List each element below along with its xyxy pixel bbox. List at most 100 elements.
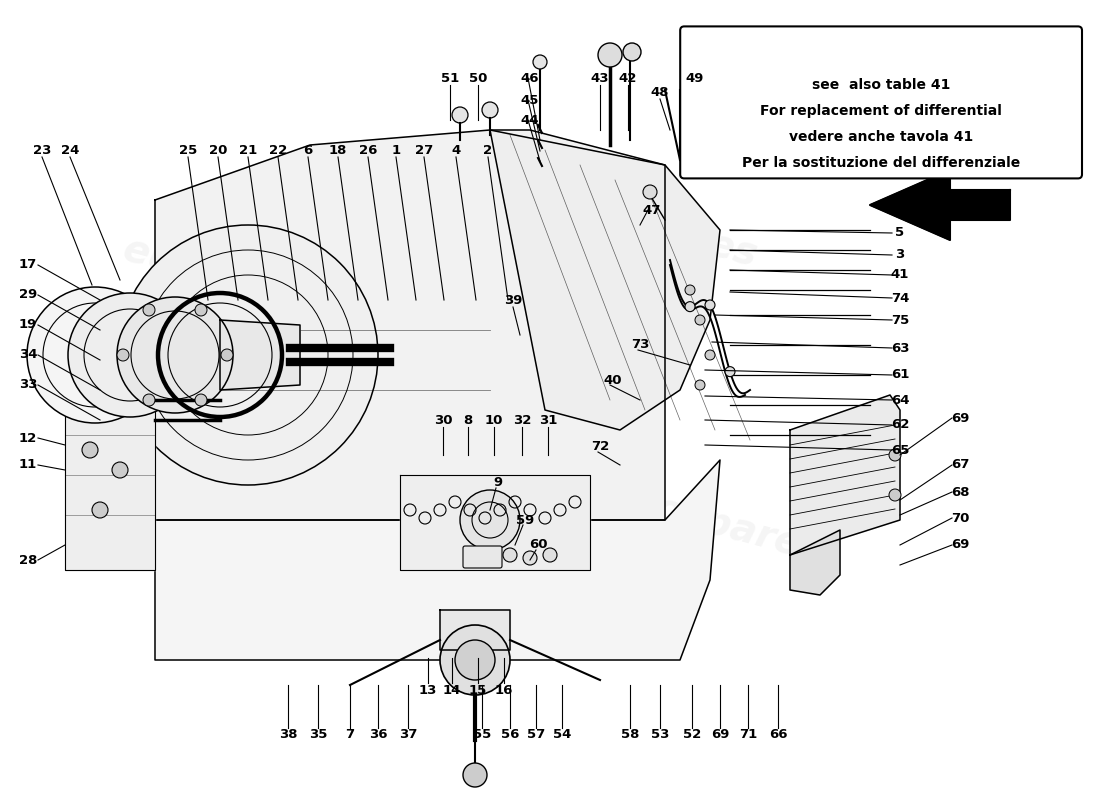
Polygon shape xyxy=(440,610,510,650)
Circle shape xyxy=(644,185,657,199)
Text: 18: 18 xyxy=(329,143,348,157)
Circle shape xyxy=(195,394,207,406)
Text: For replacement of differential: For replacement of differential xyxy=(760,104,1002,118)
Text: 3: 3 xyxy=(895,249,904,262)
Text: 63: 63 xyxy=(891,342,910,354)
Text: 43: 43 xyxy=(591,71,609,85)
Text: 48: 48 xyxy=(651,86,669,98)
Text: vedere anche tavola 41: vedere anche tavola 41 xyxy=(789,130,974,144)
Text: 51: 51 xyxy=(441,71,459,85)
Circle shape xyxy=(221,349,233,361)
Circle shape xyxy=(598,43,622,67)
Circle shape xyxy=(68,293,192,417)
Circle shape xyxy=(117,297,233,413)
Text: 8: 8 xyxy=(463,414,473,426)
Text: see  also table 41: see also table 41 xyxy=(812,78,950,92)
Text: Per la sostituzione del differenziale: Per la sostituzione del differenziale xyxy=(742,157,1020,170)
Text: 29: 29 xyxy=(19,289,37,302)
Text: 57: 57 xyxy=(527,729,546,742)
Circle shape xyxy=(685,302,695,312)
Text: 39: 39 xyxy=(504,294,522,306)
Circle shape xyxy=(543,548,557,562)
Polygon shape xyxy=(490,130,720,430)
Text: 36: 36 xyxy=(368,729,387,742)
Text: 23: 23 xyxy=(33,143,52,157)
Circle shape xyxy=(705,300,715,310)
Circle shape xyxy=(705,350,715,360)
Text: 71: 71 xyxy=(739,729,757,742)
Circle shape xyxy=(143,304,155,316)
Text: 68: 68 xyxy=(950,486,969,498)
Text: 17: 17 xyxy=(19,258,37,271)
Circle shape xyxy=(889,449,901,461)
Text: 13: 13 xyxy=(419,683,437,697)
Polygon shape xyxy=(65,410,155,570)
Text: eurospares: eurospares xyxy=(581,470,827,570)
Text: 31: 31 xyxy=(539,414,558,426)
Text: 28: 28 xyxy=(19,554,37,566)
Text: 69: 69 xyxy=(950,411,969,425)
Text: 55: 55 xyxy=(473,729,491,742)
Circle shape xyxy=(685,285,695,295)
Text: 22: 22 xyxy=(268,143,287,157)
Circle shape xyxy=(143,394,155,406)
Text: 12: 12 xyxy=(19,431,37,445)
Text: 37: 37 xyxy=(399,729,417,742)
Polygon shape xyxy=(790,395,900,555)
Text: 24: 24 xyxy=(60,143,79,157)
Circle shape xyxy=(534,55,547,69)
Circle shape xyxy=(482,102,498,118)
Text: 5: 5 xyxy=(895,226,904,239)
Text: 27: 27 xyxy=(415,143,433,157)
Circle shape xyxy=(695,315,705,325)
Text: 69: 69 xyxy=(950,538,969,551)
Circle shape xyxy=(92,502,108,518)
Text: 52: 52 xyxy=(683,729,701,742)
Text: 15: 15 xyxy=(469,683,487,697)
Text: 61: 61 xyxy=(891,369,910,382)
Text: 66: 66 xyxy=(769,729,788,742)
Text: 67: 67 xyxy=(950,458,969,471)
Text: 16: 16 xyxy=(495,683,514,697)
Circle shape xyxy=(522,551,537,565)
Text: 30: 30 xyxy=(433,414,452,426)
Circle shape xyxy=(112,462,128,478)
Text: 54: 54 xyxy=(553,729,571,742)
Text: 14: 14 xyxy=(443,683,461,697)
Text: 41: 41 xyxy=(891,269,910,282)
Text: 7: 7 xyxy=(345,729,354,742)
Text: 49: 49 xyxy=(685,71,704,85)
Polygon shape xyxy=(870,170,1010,240)
Circle shape xyxy=(889,489,901,501)
Text: 2: 2 xyxy=(483,143,493,157)
Polygon shape xyxy=(400,475,590,570)
Text: 58: 58 xyxy=(620,729,639,742)
Text: 9: 9 xyxy=(494,475,503,489)
Text: 35: 35 xyxy=(309,729,327,742)
Text: eurospares: eurospares xyxy=(515,174,761,274)
Circle shape xyxy=(28,287,163,423)
Text: 59: 59 xyxy=(516,514,535,526)
Text: 70: 70 xyxy=(950,511,969,525)
Text: 50: 50 xyxy=(469,71,487,85)
Circle shape xyxy=(695,380,705,390)
Circle shape xyxy=(118,225,378,485)
Polygon shape xyxy=(155,130,666,520)
Text: 69: 69 xyxy=(711,729,729,742)
Text: eurospares: eurospares xyxy=(119,230,365,330)
Text: 45: 45 xyxy=(520,94,539,106)
Text: 4: 4 xyxy=(451,143,461,157)
Text: 19: 19 xyxy=(19,318,37,331)
Text: 42: 42 xyxy=(619,71,637,85)
Text: 11: 11 xyxy=(19,458,37,471)
Text: 25: 25 xyxy=(179,143,197,157)
Text: 47: 47 xyxy=(642,203,661,217)
Text: 40: 40 xyxy=(604,374,623,386)
Circle shape xyxy=(195,304,207,316)
Polygon shape xyxy=(155,460,720,660)
Text: 56: 56 xyxy=(500,729,519,742)
Text: 33: 33 xyxy=(19,378,37,391)
Text: 32: 32 xyxy=(513,414,531,426)
Circle shape xyxy=(623,43,641,61)
Circle shape xyxy=(455,640,495,680)
